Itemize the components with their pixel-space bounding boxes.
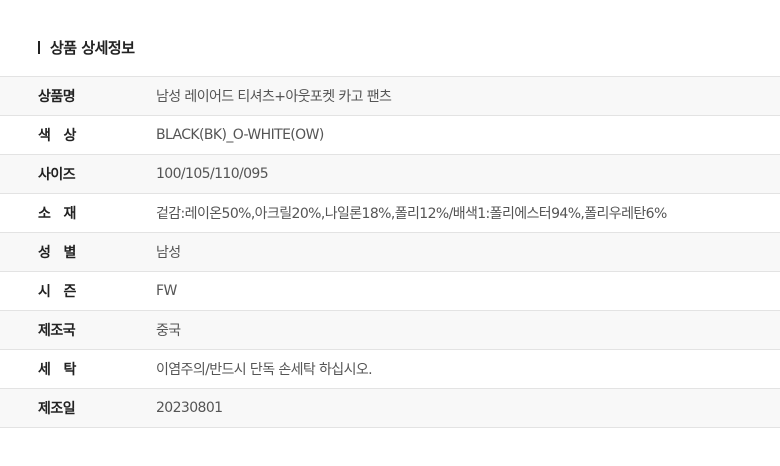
table-row: 세 탁 이염주의/반드시 단독 손세탁 하십시오. (0, 350, 780, 389)
row-label: 사이즈 (38, 167, 76, 183)
row-label: 소 재 (38, 206, 76, 222)
table-row: 성 별 남성 (0, 233, 780, 272)
row-value: 중국 (156, 323, 181, 339)
row-label: 세 탁 (38, 362, 76, 378)
section-title: 상품 상세정보 (38, 37, 135, 57)
table-row: 제조일 20230801 (0, 389, 780, 428)
row-label: 성 별 (38, 245, 76, 261)
row-label: 제조일 (38, 401, 76, 417)
table-row: 상품명 남성 레이어드 티셔츠+아웃포켓 카고 팬츠 (0, 77, 780, 116)
row-label: 색 상 (38, 128, 76, 144)
row-value: FW (156, 283, 177, 299)
row-value: BLACK(BK)_O-WHITE(OW) (156, 127, 324, 143)
table-row: 시 즌 FW (0, 272, 780, 311)
row-value: 겉감:레이온50%,아크릴20%,나일론18%,폴리12%/배색1:폴리에스터9… (156, 206, 667, 222)
row-label: 제조국 (38, 323, 76, 339)
title-bar-marker (38, 40, 40, 54)
table-row: 색 상 BLACK(BK)_O-WHITE(OW) (0, 116, 780, 155)
row-value: 이염주의/반드시 단독 손세탁 하십시오. (156, 362, 373, 378)
row-value: 20230801 (156, 400, 223, 416)
row-label: 상품명 (38, 89, 76, 105)
row-label: 시 즌 (38, 284, 76, 300)
row-value: 남성 (156, 245, 181, 261)
row-value: 남성 레이어드 티셔츠+아웃포켓 카고 팬츠 (156, 89, 392, 105)
table-row: 소 재 겉감:레이온50%,아크릴20%,나일론18%,폴리12%/배색1:폴리에… (0, 194, 780, 233)
section-title-text: 상품 상세정보 (50, 38, 135, 57)
row-value: 100/105/110/095 (156, 166, 269, 182)
table-row: 제조국 중국 (0, 311, 780, 350)
table-row: 사이즈 100/105/110/095 (0, 155, 780, 194)
